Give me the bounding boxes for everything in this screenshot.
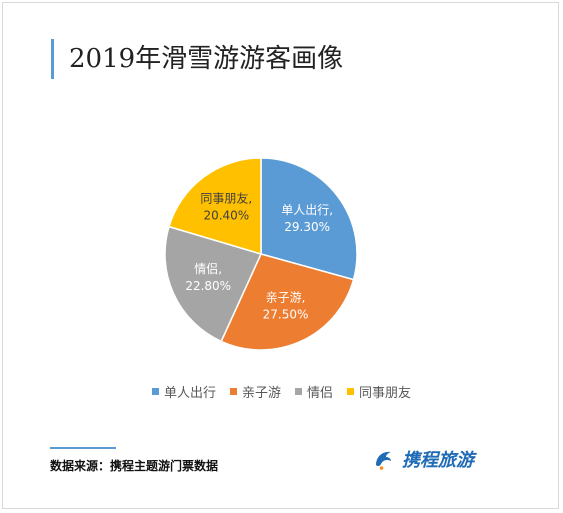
legend-label: 情侣: [307, 386, 334, 401]
legend-label: 同事朋友: [359, 386, 412, 401]
pie-slice-3: [164, 225, 263, 343]
slice-label-1: 单人出行, 29.30%: [281, 203, 333, 234]
pie-slice-4: [168, 157, 262, 256]
legend-swatch: [347, 388, 355, 395]
legend-swatch: [295, 388, 302, 395]
dolphin-icon: [376, 451, 391, 470]
chart-legend: 单人出行 亲子游 情侣 同事朋友: [0, 382, 563, 401]
legend-item-1: 单人出行: [151, 382, 216, 401]
slice-label-3: 情侣, 22.80%: [185, 261, 231, 293]
legend-swatch: [229, 388, 237, 395]
legend-item-4: 同事朋友: [347, 382, 411, 401]
legend-label: 单人出行: [163, 386, 216, 401]
brand-logo-text: 携程旅游: [402, 450, 474, 471]
legend-item-2: 亲子游: [229, 382, 281, 401]
pie-slice-1: [260, 157, 358, 281]
legend-swatch: [151, 388, 159, 395]
slice-label-2: 亲子游, 27.50%: [263, 291, 309, 322]
title-accent-bar: [51, 39, 54, 79]
legend-item-3: 情侣: [295, 382, 333, 401]
brand-logo: 携程旅游: [372, 446, 474, 472]
pie-slice-2: [220, 253, 355, 351]
source-note: 数据来源：携程主题游门票数据: [50, 459, 219, 473]
slice-label-4: 同事朋友, 20.40%: [200, 192, 252, 223]
page-title: 2019年滑雪游游客画像: [69, 44, 344, 74]
source-divider: [50, 447, 116, 449]
legend-label: 亲子游: [241, 386, 281, 401]
